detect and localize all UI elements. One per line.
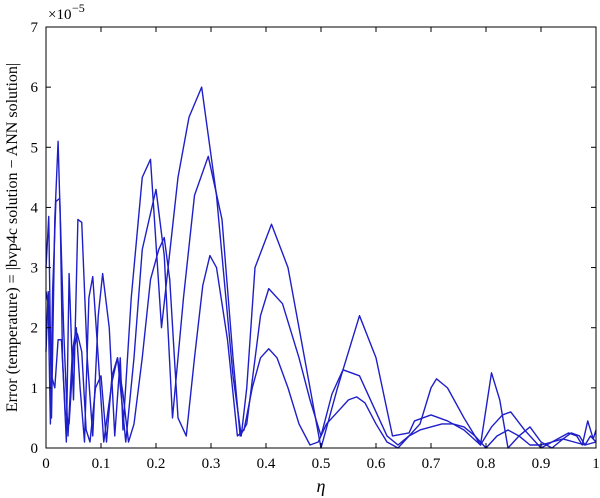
- y-tick-label: 5: [31, 140, 39, 156]
- plot-frame: [45, 26, 597, 449]
- x-tick-label: 0: [42, 456, 50, 472]
- x-tick-label: 0.3: [202, 456, 221, 472]
- x-tick-label: 0.4: [257, 456, 276, 472]
- series-line-2: [45, 155, 597, 449]
- tick-labels: 0 0.1 0.2 0.3 0.4 0.5 0.6 0.7 0.8 0.9 1 0 1 2 3 4 5 6 7: [31, 20, 600, 472]
- y-tick-label: 1: [31, 381, 39, 397]
- series-line-1: [45, 86, 597, 449]
- y-tick-label: 4: [31, 200, 39, 216]
- x-axis-label: η: [317, 476, 326, 496]
- axis-ticks: [45, 26, 597, 449]
- x-tick-label: 1: [592, 456, 600, 472]
- y-multiplier-exponent: −5: [72, 1, 85, 15]
- series-line-3: [45, 236, 597, 449]
- x-tick-label: 0.9: [532, 456, 551, 472]
- y-axis-label: Error (temperature) = |bvp4c solution − …: [4, 63, 21, 412]
- x-tick-label: 0.5: [312, 456, 331, 472]
- y-tick-label: 0: [31, 441, 39, 457]
- y-tick-label: 2: [31, 321, 39, 337]
- x-tick-label: 0.8: [477, 456, 496, 472]
- y-multiplier-label: ×10: [48, 7, 71, 23]
- y-tick-label: 6: [31, 80, 39, 96]
- x-tick-label: 0.7: [422, 456, 441, 472]
- x-tick-label: 0.6: [367, 456, 386, 472]
- x-tick-label: 0.1: [92, 456, 111, 472]
- y-tick-label: 7: [31, 20, 39, 36]
- series-lines: [45, 86, 597, 449]
- x-tick-label: 0.2: [147, 456, 166, 472]
- y-tick-label: 3: [31, 261, 39, 277]
